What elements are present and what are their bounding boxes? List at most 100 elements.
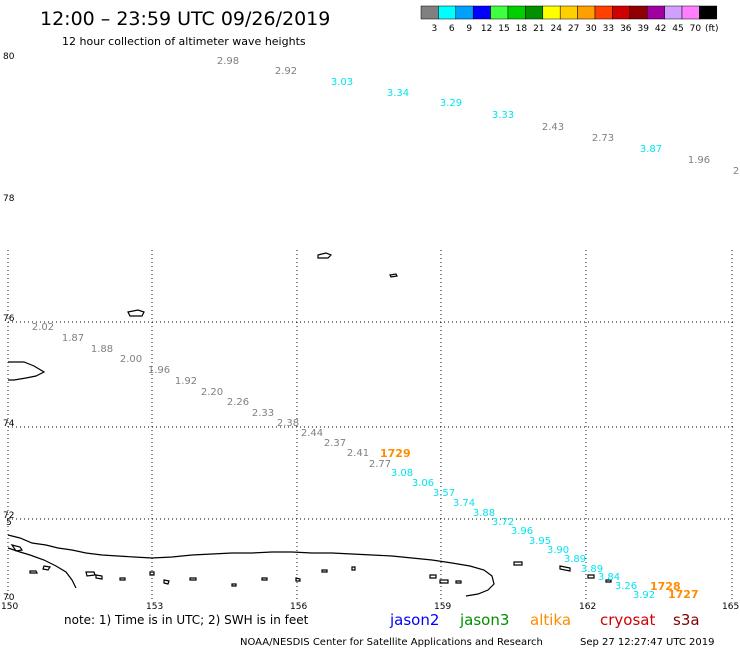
wave-height-label: 3.88 xyxy=(473,508,495,519)
legend-swatch xyxy=(612,5,631,20)
legend-bin-label: 39 xyxy=(637,24,649,34)
wave-height-label: 3.89 xyxy=(581,564,603,575)
legend-bin-label: 21 xyxy=(533,24,544,34)
lon-label-159: 159 xyxy=(434,602,451,612)
wave-height-label: 3.03 xyxy=(331,77,353,88)
wave-height-label: 2.38 xyxy=(277,418,299,429)
legend-swatch xyxy=(559,5,578,20)
wave-height-label: 1.96 xyxy=(148,365,170,376)
wave-height-label: 3.33 xyxy=(492,110,514,121)
wave-height-label: 2.00 xyxy=(120,354,142,365)
lon-label-162: 162 xyxy=(579,602,596,612)
legend-swatch xyxy=(646,5,665,20)
legend-swatch xyxy=(664,5,683,20)
lat-label-70: 70 xyxy=(3,593,15,603)
wave-height-label: 3.89 xyxy=(564,554,586,565)
wave-height-label: 3.34 xyxy=(387,88,409,99)
legend-swatch xyxy=(525,5,544,20)
legend-bin-label: 27 xyxy=(568,24,579,34)
lat-label-78: 78 xyxy=(3,194,15,204)
legend-bin-label: 18 xyxy=(516,24,528,34)
time-label-1728: 1728 xyxy=(650,580,681,593)
wave-height-label: 2 xyxy=(733,166,739,177)
legend-swatch xyxy=(542,5,561,20)
wave-height-label: 2.43 xyxy=(542,122,564,133)
legend-bin-label: 45 xyxy=(672,24,683,34)
wave-height-label: 3.87 xyxy=(640,144,662,155)
legend-bin-label: 30 xyxy=(585,24,597,34)
legend-bin-label: 24 xyxy=(550,24,562,34)
legend-swatch xyxy=(472,5,491,20)
legend-bin-label: 3 xyxy=(432,24,438,34)
wave-height-label: 1.88 xyxy=(91,344,113,355)
wave-height-label: 2.98 xyxy=(217,56,239,67)
wave-height-label: 3.84 xyxy=(598,572,620,583)
wave-height-label: 3.57 xyxy=(433,488,455,499)
wave-height-label: 2.33 xyxy=(252,408,274,419)
wave-height-label: 2.20 xyxy=(201,387,223,398)
map-title: 12:00 – 23:59 UTC 09/26/2019 xyxy=(40,8,330,30)
legend-swatch xyxy=(681,5,700,20)
wave-height-label: 2.37 xyxy=(324,438,346,449)
units-note: note: 1) Time is in UTC; 2) SWH is in fe… xyxy=(64,613,309,627)
legend-swatch xyxy=(594,5,613,20)
legend-bin-label: 6 xyxy=(449,24,455,34)
legend-swatch xyxy=(699,5,718,20)
lat-label-extra: 5 xyxy=(6,518,12,528)
wave-height-label: 3.90 xyxy=(547,545,569,556)
coastline xyxy=(7,252,612,597)
legend-bin-label: 42 xyxy=(655,24,666,34)
satellite-jason3: jason3 xyxy=(459,611,509,629)
wave-height-label: 1.96 xyxy=(688,155,710,166)
lat-label-76: 76 xyxy=(3,314,15,324)
lon-label-156: 156 xyxy=(290,602,307,612)
wave-height-label: 3.96 xyxy=(511,526,533,537)
legend-bin-label: 70 xyxy=(690,24,702,34)
lon-label-153: 153 xyxy=(146,602,163,612)
longitude-gridlines xyxy=(7,250,733,600)
wave-height-label: 2.73 xyxy=(592,133,614,144)
wave-height-label: 3.92 xyxy=(633,590,655,601)
lat-label-72: 72 xyxy=(3,511,14,521)
wave-height-label: 3.29 xyxy=(440,98,462,109)
wave-height-label: 2.26 xyxy=(227,397,249,408)
wave-height-label: 3.72 xyxy=(492,517,514,528)
lat-label-74: 74 xyxy=(3,419,15,429)
wave-height-label: 3.08 xyxy=(391,468,413,479)
wave-height-label: 2.41 xyxy=(347,448,369,459)
satellite-s3a: s3a xyxy=(673,611,700,629)
wave-height-label: 1.92 xyxy=(175,376,197,387)
footer-timestamp: Sep 27 12:27:47 UTC 2019 xyxy=(580,637,714,648)
satellite-cryosat: cryosat xyxy=(600,611,655,629)
wave-height-label: 3.95 xyxy=(529,536,551,547)
legend-bin-label: 36 xyxy=(620,24,632,34)
wave-height-label: 2.92 xyxy=(275,66,297,77)
legend-swatch xyxy=(420,5,439,20)
wave-height-label: 2.77 xyxy=(369,459,391,470)
satellite-jason2: jason2 xyxy=(389,611,439,629)
map-subtitle: 12 hour collection of altimeter wave hei… xyxy=(62,35,306,48)
lon-label-165: 165 xyxy=(722,602,739,612)
wave-height-label: 3.26 xyxy=(615,581,637,592)
legend-swatch xyxy=(629,5,648,20)
legend-swatch xyxy=(455,5,474,20)
latitude-gridlines xyxy=(8,321,735,520)
legend-unit: (ft) xyxy=(705,24,719,34)
time-label-1727: 1727 xyxy=(668,588,699,601)
color-legend: 3 6 9 12 15 18 21 24 27 30 33 36 39 42 45 70 xyxy=(420,5,718,34)
lon-label-150: 150 xyxy=(1,602,18,612)
legend-swatch xyxy=(438,5,457,20)
wave-height-tracks: 2.98 2.92 3.03 3.34 3.29 3.33 2.43 2.73 3.87 1.96… xyxy=(32,56,739,601)
legend-swatch xyxy=(507,5,526,20)
footer-source: NOAA/NESDIS Center for Satellite Applica… xyxy=(240,637,543,648)
wave-height-label: 3.74 xyxy=(453,498,475,509)
wave-height-label: 2.44 xyxy=(301,428,323,439)
wave-height-label: 3.06 xyxy=(412,478,434,489)
legend-bin-label: 12 xyxy=(481,24,492,34)
legend-swatch xyxy=(577,5,596,20)
satellite-altika: altika xyxy=(530,611,571,629)
wave-height-label: 2.02 xyxy=(32,322,54,333)
legend-swatch xyxy=(490,5,509,20)
lat-label-80: 80 xyxy=(3,52,15,62)
